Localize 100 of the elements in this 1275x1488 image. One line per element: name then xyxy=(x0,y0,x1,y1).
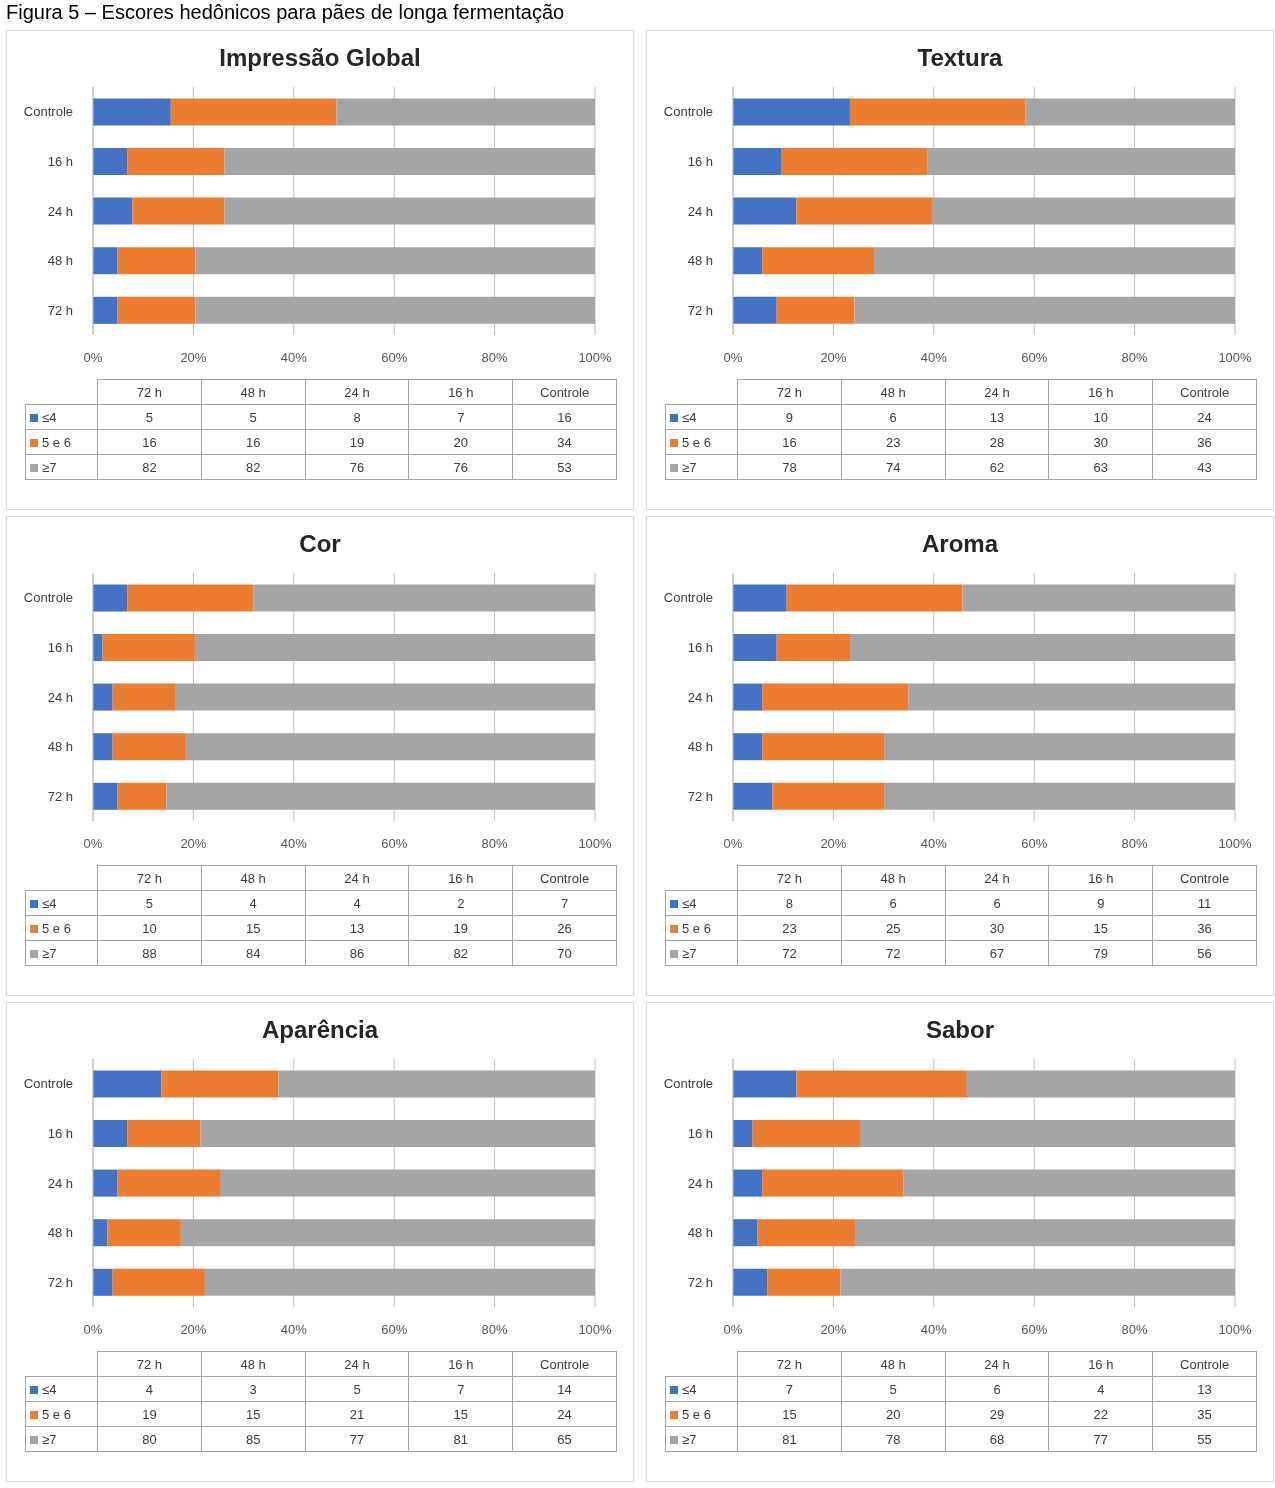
text: 36 xyxy=(1152,915,1257,941)
text: 3 xyxy=(201,1376,306,1402)
x-tick-label: 60% xyxy=(1021,350,1048,366)
text: 78 xyxy=(737,454,842,480)
text: 20 xyxy=(841,1401,946,1427)
x-tick-label: 60% xyxy=(1021,1322,1048,1338)
legend-label: ≥7 xyxy=(682,1431,697,1447)
chart-title: Aparência xyxy=(260,1015,380,1043)
y-tick-label: 16 h xyxy=(687,154,713,170)
text: 88 xyxy=(97,940,202,966)
legend-label: 5 e 6 xyxy=(682,434,711,450)
legend-label: ≥7 xyxy=(42,1431,57,1447)
text: 30 xyxy=(1048,429,1153,455)
category-label: 72 h xyxy=(136,870,163,886)
text: 63 xyxy=(1048,454,1153,480)
legend-label: 5 e 6 xyxy=(42,1406,71,1422)
category-label: Controle xyxy=(540,384,590,400)
category-label: 24 h xyxy=(344,384,370,400)
text: 68 xyxy=(945,1426,1049,1452)
category-label: Controle xyxy=(540,870,590,886)
legend-label: ≥7 xyxy=(682,945,697,961)
x-tick-label: 40% xyxy=(280,1322,308,1338)
x-tick-label: 0% xyxy=(83,836,103,852)
x-tick-label: 60% xyxy=(381,836,408,852)
text: 79 xyxy=(1048,940,1153,966)
chart-title: Sabor xyxy=(925,1015,995,1043)
y-tick-label: Controle xyxy=(23,1076,73,1092)
text: 67 xyxy=(945,940,1049,966)
x-tick-label: 60% xyxy=(381,1322,408,1338)
text: 81 xyxy=(737,1426,842,1452)
text: 15 xyxy=(201,1401,306,1427)
legend-label: ≤4 xyxy=(42,1381,57,1397)
text: 15 xyxy=(737,1401,842,1427)
category-label: 48 h xyxy=(880,1356,906,1372)
category-label: 48 h xyxy=(240,384,266,400)
chart-title: Cor xyxy=(298,529,342,557)
x-tick-label: 0% xyxy=(83,350,103,366)
x-tick-label: 80% xyxy=(1121,1322,1149,1338)
legend-label: ≤4 xyxy=(42,409,57,425)
text: 25 xyxy=(841,915,946,941)
x-tick-label: 20% xyxy=(820,350,847,366)
text: 77 xyxy=(1048,1426,1153,1452)
y-tick-label: Controle xyxy=(663,590,713,606)
category-label: 72 h xyxy=(776,1356,803,1372)
category-label: 48 h xyxy=(880,870,906,886)
text: 74 xyxy=(841,454,946,480)
x-tick-label: 0% xyxy=(723,836,743,852)
y-tick-label: Controle xyxy=(663,104,713,120)
text: 65 xyxy=(512,1426,617,1452)
text: 5 xyxy=(305,1376,409,1402)
x-tick-label: 40% xyxy=(280,350,308,366)
category-label: 16 h xyxy=(448,384,474,400)
x-tick-label: 100% xyxy=(1218,836,1253,852)
text: 13 xyxy=(1152,1376,1257,1402)
text: 82 xyxy=(97,454,202,480)
text: 16 xyxy=(201,429,306,455)
y-tick-label: 48 h xyxy=(687,739,713,755)
text: 62 xyxy=(945,454,1049,480)
text: 26 xyxy=(512,915,617,941)
category-label: 16 h xyxy=(448,1356,474,1372)
category-label: 24 h xyxy=(984,870,1010,886)
y-tick-label: 24 h xyxy=(47,689,73,705)
text: 22 xyxy=(1048,1401,1153,1427)
x-tick-label: 20% xyxy=(180,836,207,852)
category-label: 48 h xyxy=(240,870,266,886)
category-label: 48 h xyxy=(240,1356,266,1372)
legend-label: ≤4 xyxy=(682,895,697,911)
x-tick-label: 20% xyxy=(180,1322,207,1338)
legend-label: ≤4 xyxy=(682,409,697,425)
legend-label: ≤4 xyxy=(42,895,57,911)
x-tick-label: 100% xyxy=(578,836,613,852)
y-tick-label: 48 h xyxy=(687,253,713,269)
x-tick-label: 40% xyxy=(280,836,308,852)
text: 4 xyxy=(1048,1376,1153,1402)
x-tick-label: 20% xyxy=(180,350,207,366)
text: 70 xyxy=(512,940,617,966)
text: 16 xyxy=(512,404,617,430)
y-tick-label: 72 h xyxy=(687,1274,713,1290)
text: 7 xyxy=(408,1376,513,1402)
y-tick-label: 16 h xyxy=(687,640,713,656)
text: 7 xyxy=(512,890,617,916)
text: 10 xyxy=(97,915,202,941)
x-tick-label: 20% xyxy=(820,836,847,852)
text: 9 xyxy=(737,404,842,430)
category-label: 16 h xyxy=(1088,384,1114,400)
x-tick-label: 0% xyxy=(83,1322,103,1338)
y-tick-label: 48 h xyxy=(47,253,73,269)
legend-label: ≥7 xyxy=(42,459,57,475)
text: 13 xyxy=(945,404,1049,430)
text: 23 xyxy=(737,915,842,941)
text: 76 xyxy=(408,454,513,480)
legend-label: ≥7 xyxy=(682,459,697,475)
y-tick-label: 72 h xyxy=(687,302,713,318)
y-tick-label: 72 h xyxy=(47,788,73,804)
text: 4 xyxy=(305,890,409,916)
x-tick-label: 0% xyxy=(723,350,743,366)
text: 82 xyxy=(408,940,513,966)
y-tick-label: 16 h xyxy=(47,640,73,656)
x-tick-label: 80% xyxy=(481,836,509,852)
text: 72 xyxy=(841,940,946,966)
